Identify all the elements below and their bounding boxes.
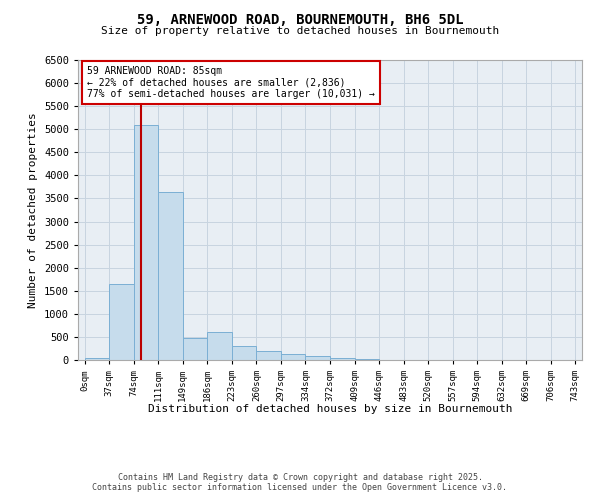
Bar [330, 358, 355, 360]
Text: 59 ARNEWOOD ROAD: 85sqm
← 22% of detached houses are smaller (2,836)
77% of semi: 59 ARNEWOOD ROAD: 85sqm ← 22% of detache… [87, 66, 375, 99]
Bar [85, 358, 109, 360]
Text: Size of property relative to detached houses in Bournemouth: Size of property relative to detached ho… [101, 26, 499, 36]
Bar [305, 356, 330, 360]
Bar [232, 346, 256, 360]
Text: 59, ARNEWOOD ROAD, BOURNEMOUTH, BH6 5DL: 59, ARNEWOOD ROAD, BOURNEMOUTH, BH6 5DL [137, 12, 463, 26]
Bar [109, 284, 134, 360]
Bar [256, 351, 281, 360]
Y-axis label: Number of detached properties: Number of detached properties [28, 112, 38, 308]
X-axis label: Distribution of detached houses by size in Bournemouth: Distribution of detached houses by size … [148, 404, 512, 414]
Bar [208, 332, 232, 360]
Bar [183, 338, 208, 360]
Bar [355, 359, 379, 360]
Bar [281, 354, 305, 360]
Text: Contains HM Land Registry data © Crown copyright and database right 2025.
Contai: Contains HM Land Registry data © Crown c… [92, 473, 508, 492]
Bar [158, 192, 183, 360]
Bar [134, 124, 158, 360]
